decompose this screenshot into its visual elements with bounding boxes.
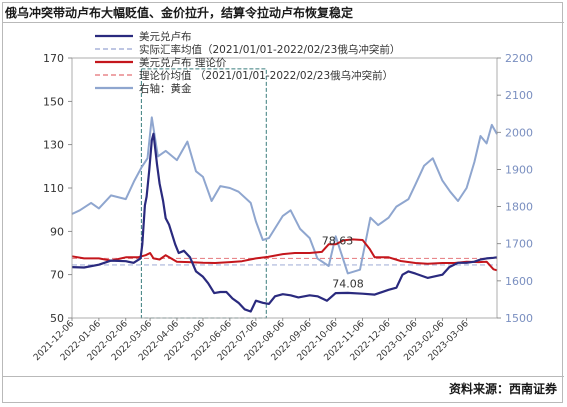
chart-title: 俄乌冲突带动卢布大幅贬值、金价拉升，结算令拉动卢布恢复稳定 bbox=[5, 6, 354, 20]
source-note: 资料来源：西南证券 bbox=[448, 382, 557, 396]
right-tick-label: 1700 bbox=[505, 238, 533, 251]
series-line-gold bbox=[71, 116, 498, 275]
right-tick-label: 1500 bbox=[505, 312, 533, 325]
right-tick-label: 1900 bbox=[505, 163, 533, 176]
axes-layer: 50 70 90 110 130 150 170 1500 1600 1700 1800 1900 20… bbox=[32, 52, 533, 363]
right-tick-label: 2200 bbox=[505, 52, 533, 65]
annotations-layer: 78.63 74.08 bbox=[322, 234, 364, 290]
series-layer bbox=[71, 116, 498, 313]
left-tick-label: 90 bbox=[50, 225, 64, 238]
highlight-box bbox=[140, 68, 267, 319]
highlight-box-layer bbox=[140, 68, 267, 319]
right-tick-label: 1800 bbox=[505, 201, 533, 214]
plot-area-border bbox=[71, 57, 498, 319]
legend-label-1: 美元兑卢布 bbox=[139, 30, 192, 43]
annotation-label-2: 74.08 bbox=[332, 278, 364, 291]
right-tick-label: 1600 bbox=[505, 275, 533, 288]
legend-label-2: 实际汇率均值（2021/01/01-2022/02/23俄乌冲突前） bbox=[139, 43, 400, 56]
source-divider bbox=[3, 376, 564, 377]
left-tick-label: 150 bbox=[43, 95, 64, 108]
left-tick-label: 50 bbox=[50, 312, 64, 325]
legend-label-5: 右轴：黄金 bbox=[139, 82, 192, 95]
right-tick-label: 2100 bbox=[505, 89, 533, 102]
annotation-label-1: 78.63 bbox=[322, 234, 354, 247]
legend: 美元兑卢布实际汇率均值（2021/01/01-2022/02/23俄乌冲突前）美… bbox=[95, 30, 400, 95]
right-tick-label: 2000 bbox=[505, 126, 533, 139]
reference-lines-layer bbox=[72, 257, 497, 266]
legend-label-3: 美元兑卢布 理论价 bbox=[139, 56, 227, 69]
legend-label-4: 理论价均值 （2021/01/01-2022/02/23俄乌冲突前） bbox=[139, 69, 393, 82]
left-tick-label: 70 bbox=[50, 269, 64, 282]
series-line-usd_rub_theoretical bbox=[71, 238, 498, 272]
left-tick-label: 110 bbox=[43, 182, 64, 195]
left-tick-label: 130 bbox=[43, 139, 64, 152]
title-divider bbox=[3, 22, 564, 23]
series-line-usd_rub bbox=[71, 132, 498, 313]
left-tick-label: 170 bbox=[43, 52, 64, 65]
chart-frame bbox=[2, 2, 563, 403]
